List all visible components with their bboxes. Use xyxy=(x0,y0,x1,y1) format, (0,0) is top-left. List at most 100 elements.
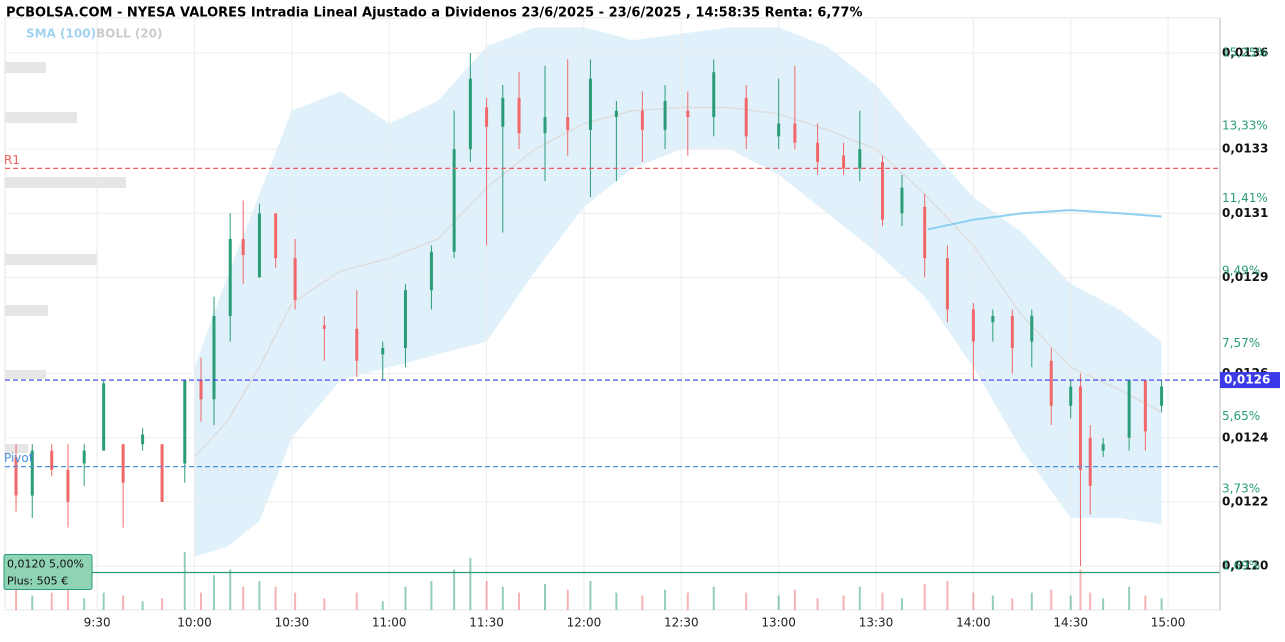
volume-bar xyxy=(66,581,69,610)
volume-bar xyxy=(50,592,53,610)
volume-bar xyxy=(200,592,203,610)
volume-bar xyxy=(355,592,358,610)
volume-bar xyxy=(777,595,780,610)
candle-body xyxy=(923,206,927,259)
candle-body xyxy=(121,444,125,483)
volume-bar xyxy=(453,569,456,610)
y-tick-label: 0,0120 xyxy=(1222,559,1268,573)
price-label: 0,0126 xyxy=(1224,373,1270,387)
y2-tick-label: 7,57% xyxy=(1222,336,1260,350)
candle-body xyxy=(663,101,667,130)
target-box xyxy=(3,553,93,590)
price-line-label: R1 xyxy=(4,153,20,167)
candle-body xyxy=(452,149,456,252)
volume-bar xyxy=(664,589,667,610)
volume-bar xyxy=(923,583,926,610)
volume-bar xyxy=(1079,569,1082,610)
candle-body xyxy=(971,309,975,342)
candle-body xyxy=(777,123,781,137)
candle-body xyxy=(686,110,690,118)
volume-bar xyxy=(900,598,903,610)
candle-body xyxy=(50,450,54,470)
candle-body xyxy=(900,187,904,214)
volume-bar xyxy=(881,592,884,610)
candle-body xyxy=(102,383,106,451)
volume-bar xyxy=(991,595,994,610)
y-tick-label: 0,0129 xyxy=(1222,270,1268,284)
candle-body xyxy=(141,434,145,445)
candle-body xyxy=(257,213,261,278)
y2-tick-label: 15,25% xyxy=(1222,46,1268,60)
volume-bar xyxy=(15,586,18,610)
candle-body xyxy=(381,347,385,355)
volume-bar xyxy=(793,589,796,610)
price-label-box xyxy=(1220,372,1280,389)
y2-tick-label: 5,65% xyxy=(1222,409,1260,423)
candle-body xyxy=(1010,315,1014,348)
volume-bar xyxy=(31,595,34,610)
y2-tick-label: 13,33% xyxy=(1222,118,1268,132)
candle-body xyxy=(858,149,862,169)
volume-bar xyxy=(1069,595,1072,610)
legend-entry[interactable]: SMA (100) xyxy=(26,27,96,41)
candle-body xyxy=(241,238,245,255)
candle-body xyxy=(640,110,644,130)
x-tick-label: 11:30 xyxy=(469,616,504,630)
volume-bar xyxy=(544,583,546,610)
x-tick-label: 15:00 xyxy=(1151,616,1186,630)
candle-body xyxy=(1030,315,1034,342)
candle-body xyxy=(588,78,592,130)
candle-body xyxy=(1078,386,1082,470)
candle-body xyxy=(485,107,489,127)
volume-bar xyxy=(381,601,384,610)
candle-body xyxy=(1069,386,1073,406)
volume-bar xyxy=(141,601,144,610)
bollinger-mid xyxy=(193,106,1162,458)
legend-entry[interactable]: BOLL (20) xyxy=(96,27,163,41)
y-tick-label: 0,0133 xyxy=(1222,142,1268,156)
y-tick-label: 0,0136 xyxy=(1222,45,1268,59)
volume-bar xyxy=(1050,589,1053,610)
y-tick-label: 0,0122 xyxy=(1222,494,1268,508)
candle-body xyxy=(816,142,820,162)
volume-bar xyxy=(816,598,819,610)
candle-body xyxy=(212,315,216,400)
candle-body xyxy=(1127,380,1131,438)
volume-bar xyxy=(1128,586,1131,610)
bollinger-band xyxy=(194,27,1162,557)
chart-title: PCBOLSA.COM - NYESA VALORES Intradia Lin… xyxy=(6,6,862,21)
x-tick-label: 12:30 xyxy=(664,616,699,630)
candle-body xyxy=(991,315,995,323)
candle-body xyxy=(1160,386,1164,406)
volume-bar xyxy=(469,557,472,610)
sma-line xyxy=(927,209,1162,231)
volume-bar xyxy=(229,569,232,610)
candle-body xyxy=(1088,437,1092,486)
candle-body xyxy=(1049,360,1053,406)
volume-bar xyxy=(122,595,125,610)
volume-bar xyxy=(745,592,748,610)
volume-bar xyxy=(518,592,521,610)
volume-bar xyxy=(615,592,618,610)
candle-body xyxy=(566,117,570,130)
candle-body xyxy=(1101,444,1105,451)
volume-bar xyxy=(102,592,105,610)
y2-tick-label: 3,73% xyxy=(1222,481,1260,495)
candle-body xyxy=(517,97,521,134)
candle-body xyxy=(881,161,884,220)
candle-body xyxy=(160,444,164,502)
candle-body xyxy=(403,290,407,348)
x-tick-label: 12:00 xyxy=(567,616,602,630)
x-tick-label: 14:30 xyxy=(1053,616,1088,630)
candle-body xyxy=(355,328,359,361)
candle-body xyxy=(501,97,505,127)
candle-body xyxy=(228,238,232,316)
target-sublabel: Plus: 505 € xyxy=(7,574,68,587)
x-tick-label: 14:00 xyxy=(956,616,991,630)
x-tick-label: 9:30 xyxy=(84,616,111,630)
y2-tick-label: 1,69% xyxy=(1222,559,1260,573)
volume-bar xyxy=(161,598,164,610)
volume-bar xyxy=(485,581,488,610)
candle-body xyxy=(199,380,203,400)
